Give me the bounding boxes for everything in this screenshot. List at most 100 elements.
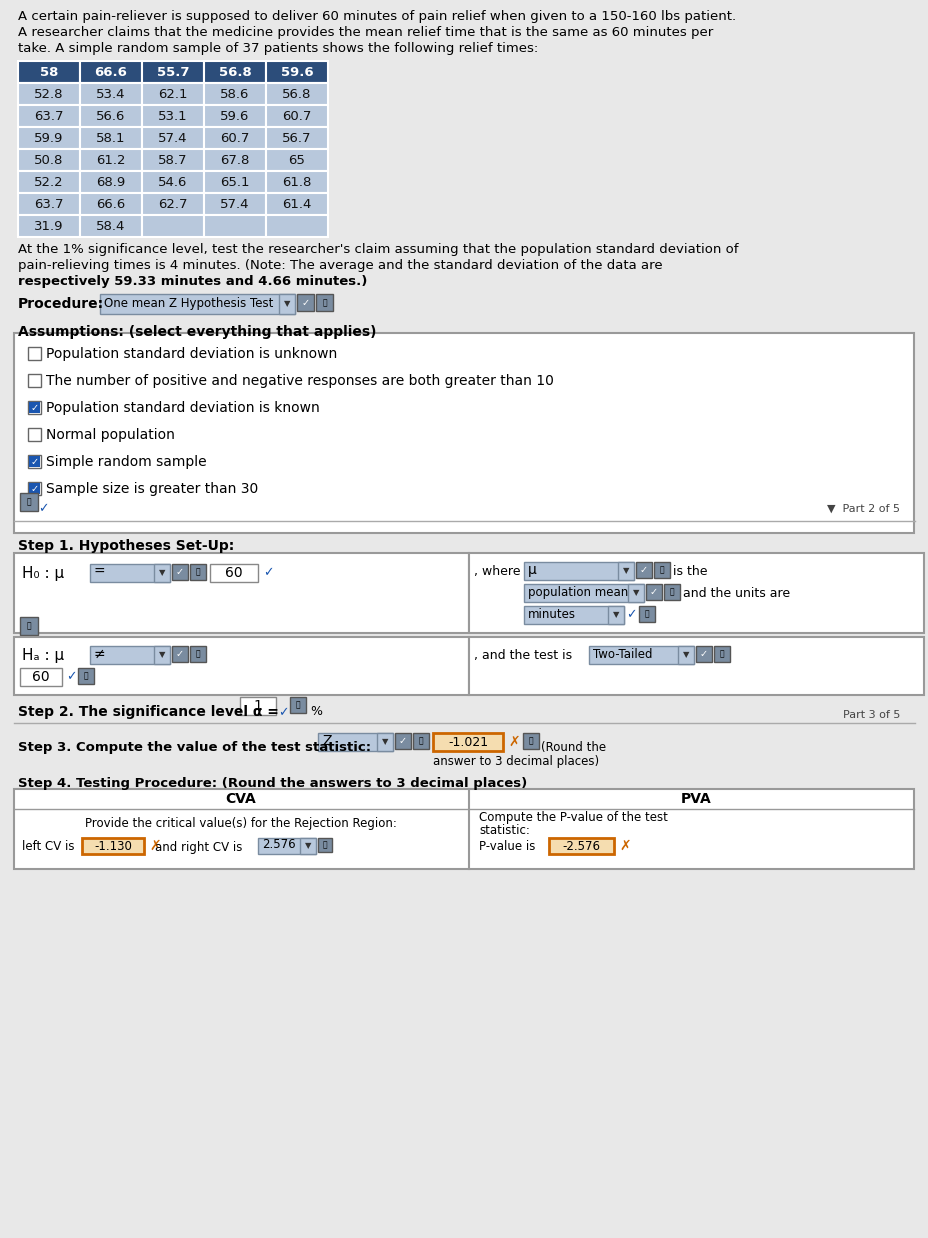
- Bar: [80, 193, 142, 215]
- Text: 60: 60: [225, 566, 242, 579]
- Bar: [638, 605, 654, 621]
- Bar: [20, 493, 38, 511]
- Bar: [239, 697, 276, 716]
- Text: Provide the critical value(s) for the Rejection Region:: Provide the critical value(s) for the Re…: [85, 817, 396, 829]
- Text: ▼: ▼: [304, 842, 311, 851]
- Bar: [142, 193, 204, 215]
- Text: 66.6: 66.6: [97, 198, 125, 210]
- Text: ✓: ✓: [263, 567, 273, 579]
- Text: %: %: [310, 704, 322, 718]
- Bar: [29, 402, 40, 413]
- Text: A certain pain-reliever is supposed to deliver 60 minutes of pain relief when gi: A certain pain-reliever is supposed to d…: [18, 10, 735, 24]
- Text: ▼  Part 2 of 5: ▼ Part 2 of 5: [826, 504, 899, 514]
- Text: Population standard deviation is known: Population standard deviation is known: [46, 401, 319, 415]
- Text: 59.6: 59.6: [280, 66, 313, 78]
- Text: 58.7: 58.7: [158, 154, 187, 166]
- Bar: [265, 149, 328, 171]
- Bar: [265, 171, 328, 193]
- Bar: [142, 149, 204, 171]
- Bar: [18, 193, 80, 215]
- Text: 59.6: 59.6: [220, 109, 250, 123]
- Text: (Round the: (Round the: [540, 742, 605, 754]
- Bar: [290, 697, 305, 713]
- Bar: [714, 646, 729, 662]
- Text: Z: Z: [322, 734, 331, 748]
- Bar: [265, 193, 328, 215]
- Bar: [90, 565, 170, 582]
- Text: 🔒: 🔒: [196, 567, 200, 577]
- Text: , where: , where: [473, 565, 520, 577]
- Bar: [14, 553, 469, 633]
- Text: ▼: ▼: [159, 568, 165, 577]
- Text: 🔒: 🔒: [84, 671, 88, 681]
- Text: 🔒: 🔒: [196, 650, 200, 659]
- Bar: [82, 838, 144, 854]
- Bar: [154, 646, 170, 664]
- Text: ▼: ▼: [632, 588, 638, 598]
- Bar: [29, 483, 40, 494]
- Text: ✗: ✗: [508, 735, 519, 749]
- Text: 63.7: 63.7: [34, 198, 64, 210]
- Text: Step 3. Compute the value of the test statistic:: Step 3. Compute the value of the test st…: [18, 742, 370, 754]
- Text: 1: 1: [253, 699, 262, 713]
- Text: 31.9: 31.9: [34, 219, 64, 233]
- Bar: [432, 733, 502, 751]
- Bar: [645, 584, 662, 600]
- Bar: [80, 215, 142, 236]
- Text: pain-relieving times is 4 minutes. (Note: The average and the standard deviation: pain-relieving times is 4 minutes. (Note…: [18, 259, 662, 272]
- Text: 🔒: 🔒: [659, 566, 664, 574]
- Text: H₀ : μ: H₀ : μ: [22, 566, 64, 581]
- Text: Normal population: Normal population: [46, 428, 174, 442]
- Text: ✓: ✓: [38, 501, 48, 515]
- Text: 53.1: 53.1: [158, 109, 187, 123]
- Text: PVA: PVA: [680, 792, 711, 806]
- Bar: [469, 638, 923, 695]
- Bar: [80, 128, 142, 149]
- Bar: [80, 83, 142, 105]
- Bar: [90, 646, 170, 664]
- Bar: [664, 584, 679, 600]
- Text: 🔒: 🔒: [419, 737, 423, 745]
- Bar: [14, 638, 469, 695]
- Bar: [80, 171, 142, 193]
- Bar: [204, 149, 265, 171]
- Text: 61.2: 61.2: [97, 154, 125, 166]
- Bar: [100, 293, 295, 314]
- Text: Step 2. The significance level α =: Step 2. The significance level α =: [18, 704, 278, 719]
- Bar: [190, 646, 206, 662]
- Bar: [548, 838, 613, 854]
- Text: At the 1% significance level, test the researcher's claim assuming that the popu: At the 1% significance level, test the r…: [18, 243, 738, 256]
- Bar: [317, 733, 393, 751]
- Bar: [29, 456, 40, 467]
- Text: 59.9: 59.9: [34, 131, 64, 145]
- Bar: [18, 61, 80, 83]
- Text: 62.7: 62.7: [158, 198, 187, 210]
- Bar: [522, 733, 538, 749]
- Text: ✓: ✓: [31, 402, 39, 412]
- Bar: [523, 584, 643, 602]
- Text: 52.8: 52.8: [34, 88, 64, 100]
- Text: -1.130: -1.130: [94, 839, 132, 853]
- Text: ✓: ✓: [66, 671, 76, 683]
- Bar: [80, 61, 142, 83]
- Text: 60.7: 60.7: [220, 131, 250, 145]
- Bar: [18, 171, 80, 193]
- Text: 66.6: 66.6: [95, 66, 127, 78]
- Text: μ: μ: [527, 563, 536, 577]
- Text: 55.7: 55.7: [157, 66, 189, 78]
- Bar: [18, 128, 80, 149]
- Text: 🔒: 🔒: [27, 498, 32, 506]
- Bar: [14, 789, 913, 869]
- Text: ▼: ▼: [159, 650, 165, 660]
- Text: Part 3 of 5: Part 3 of 5: [842, 711, 899, 721]
- Bar: [172, 565, 187, 579]
- Bar: [278, 293, 295, 314]
- Text: ▼: ▼: [622, 567, 628, 576]
- Text: ✓: ✓: [175, 649, 184, 659]
- Text: ✗: ✗: [148, 839, 161, 853]
- Text: 58.6: 58.6: [220, 88, 250, 100]
- Text: ✓: ✓: [699, 649, 707, 659]
- Text: 68.9: 68.9: [97, 176, 125, 188]
- Bar: [20, 669, 62, 686]
- Bar: [142, 105, 204, 128]
